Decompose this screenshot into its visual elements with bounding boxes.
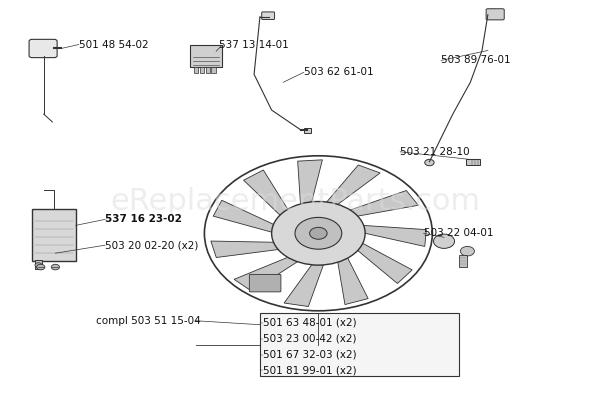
Circle shape xyxy=(434,234,454,248)
Circle shape xyxy=(37,264,45,270)
Circle shape xyxy=(425,159,434,166)
Circle shape xyxy=(35,263,42,268)
Circle shape xyxy=(271,202,365,265)
Bar xyxy=(205,67,209,73)
Bar xyxy=(458,255,467,267)
Circle shape xyxy=(310,227,327,239)
Text: 501 81 99-01 (x2): 501 81 99-01 (x2) xyxy=(263,366,356,376)
Polygon shape xyxy=(363,225,427,247)
Text: 503 20 02-20 (x2): 503 20 02-20 (x2) xyxy=(105,240,198,250)
Polygon shape xyxy=(327,165,380,204)
Bar xyxy=(466,159,480,164)
Text: 501 48 54-02: 501 48 54-02 xyxy=(78,39,148,50)
Text: 503 23 00-42 (x2): 503 23 00-42 (x2) xyxy=(263,334,356,344)
Circle shape xyxy=(295,217,342,249)
Text: compl 503 51 15-04: compl 503 51 15-04 xyxy=(96,316,201,326)
Bar xyxy=(211,67,215,73)
Bar xyxy=(304,129,311,133)
Polygon shape xyxy=(211,241,278,258)
Circle shape xyxy=(460,246,474,256)
Polygon shape xyxy=(213,200,274,232)
Text: 503 21 28-10: 503 21 28-10 xyxy=(400,147,470,157)
Polygon shape xyxy=(234,258,297,291)
Bar xyxy=(190,45,222,67)
FancyBboxPatch shape xyxy=(262,12,274,19)
Text: eReplacementParts.com: eReplacementParts.com xyxy=(110,187,480,216)
Polygon shape xyxy=(284,265,323,307)
Text: 537 16 23-02: 537 16 23-02 xyxy=(105,214,182,224)
Text: 503 62 61-01: 503 62 61-01 xyxy=(304,67,373,77)
Polygon shape xyxy=(338,258,368,305)
Bar xyxy=(32,210,76,261)
Polygon shape xyxy=(244,170,288,215)
Text: 537 13 14-01: 537 13 14-01 xyxy=(219,39,289,50)
Bar xyxy=(200,67,204,73)
Circle shape xyxy=(51,264,60,270)
Bar xyxy=(194,67,198,73)
FancyBboxPatch shape xyxy=(250,274,281,292)
Polygon shape xyxy=(350,191,418,216)
FancyBboxPatch shape xyxy=(486,9,504,20)
Polygon shape xyxy=(358,243,412,283)
Bar xyxy=(260,313,458,376)
Text: 501 67 32-03 (x2): 501 67 32-03 (x2) xyxy=(263,349,356,359)
FancyBboxPatch shape xyxy=(29,39,57,58)
Text: 501 63 48-01 (x2): 501 63 48-01 (x2) xyxy=(263,318,356,328)
Text: 503 89 76-01: 503 89 76-01 xyxy=(441,55,511,65)
Bar xyxy=(35,260,42,269)
Polygon shape xyxy=(298,160,322,204)
Text: 503 22 04-01: 503 22 04-01 xyxy=(424,228,493,238)
